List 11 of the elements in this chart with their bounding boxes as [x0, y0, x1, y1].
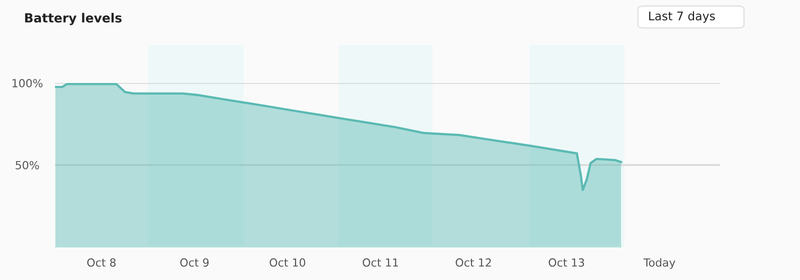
- x-tick-label: Oct 13: [548, 258, 584, 267]
- x-tick-label: Oct 9: [180, 258, 209, 267]
- text: Last 7 days: [649, 11, 715, 23]
- y-tick-label: 50%: [16, 160, 39, 170]
- chart-title: Battery levels: [25, 12, 122, 26]
- x-tick-label: Oct 10: [270, 258, 306, 267]
- x-tick-label: Oct 11: [362, 258, 398, 267]
- x-tick-label: Oct 12: [456, 258, 491, 267]
- x-tick-label: Oct 8: [87, 258, 116, 267]
- y-tick-label: 100%: [12, 78, 42, 88]
- x-tick-label: Today: [643, 258, 676, 269]
